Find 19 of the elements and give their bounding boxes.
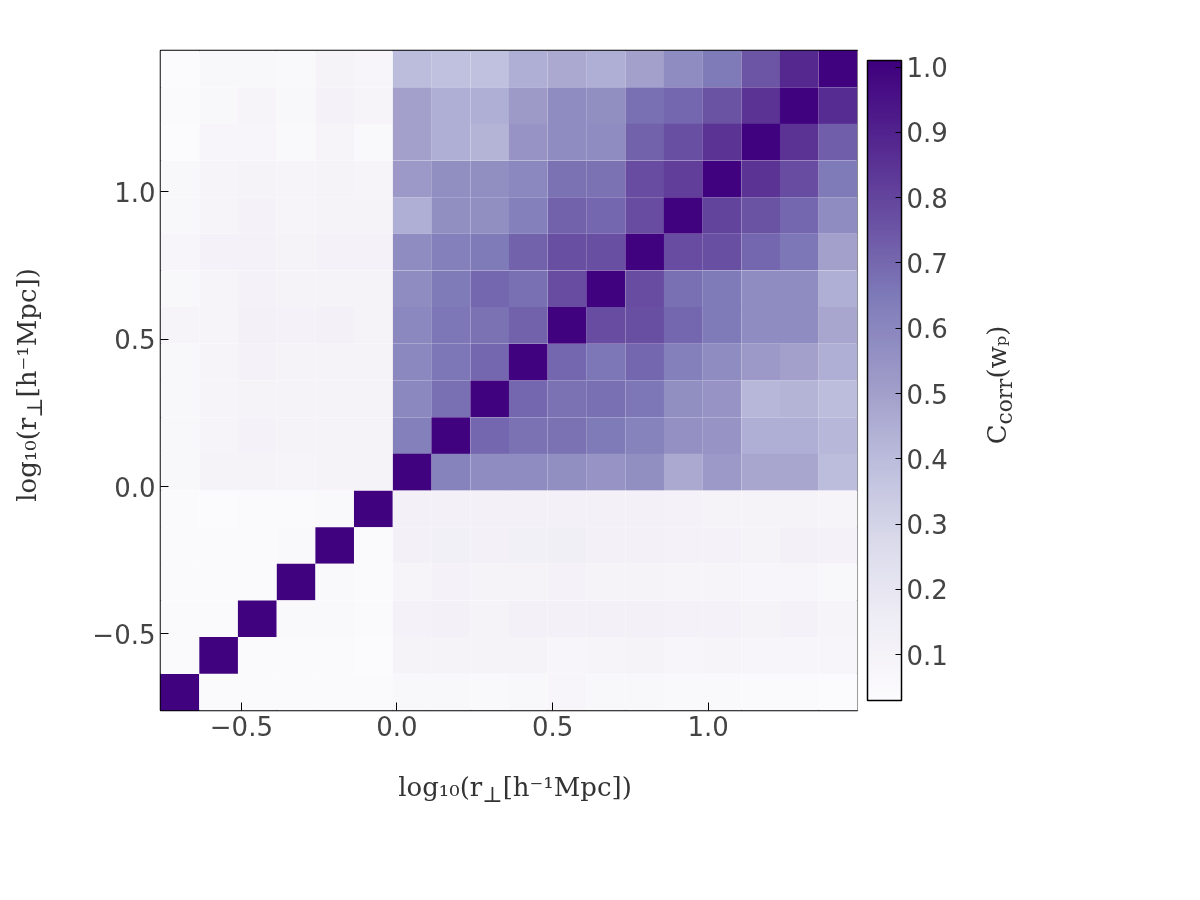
- color-bar-label: 0.8: [906, 183, 948, 214]
- color-bar-label: 0.7: [906, 248, 948, 279]
- x-tick-label: 0.0: [376, 711, 418, 742]
- color-bar-label: 0.3: [906, 510, 948, 541]
- x-axis-title: log₁₀(r$_{⊥}$[h⁻¹Mpc]): [398, 770, 632, 810]
- y-tick-label: −0.5: [92, 619, 156, 650]
- y-tick-label: 0.0: [114, 472, 156, 503]
- color-bar-label: 0.1: [906, 640, 948, 671]
- y-tick-label: 1.0: [114, 177, 156, 208]
- color-bar-label: 0.9: [906, 118, 948, 149]
- x-tick-label: 0.5: [531, 711, 574, 742]
- color-bar-label: 0.4: [906, 444, 948, 475]
- color-bar-label: 0.6: [906, 314, 948, 345]
- color-bar-label: 0.2: [906, 575, 948, 606]
- color-bar-label: 0.5: [906, 379, 948, 410]
- x-tick-label: 1.0: [687, 711, 729, 742]
- color-bar-label: 1.0: [906, 53, 948, 84]
- y-tick-label: 0.5: [114, 325, 156, 356]
- x-tick-label: −0.5: [209, 711, 273, 742]
